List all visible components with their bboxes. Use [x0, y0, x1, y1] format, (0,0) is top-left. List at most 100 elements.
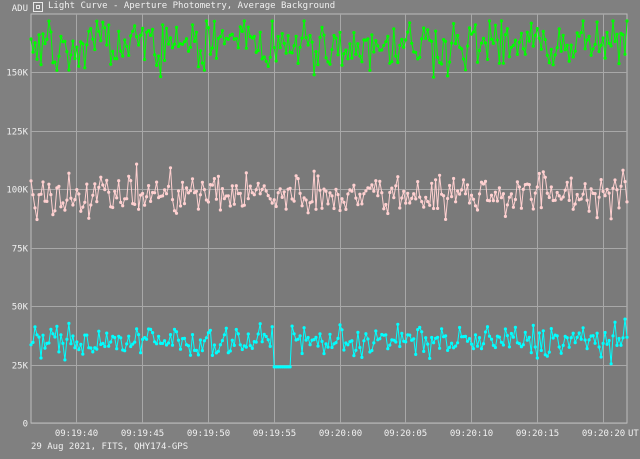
data-point	[304, 198, 308, 202]
data-point	[320, 339, 324, 343]
data-point	[278, 187, 282, 191]
data-point	[605, 342, 609, 346]
data-point	[467, 26, 472, 30]
data-point	[103, 344, 107, 349]
data-point	[410, 196, 414, 200]
data-point	[161, 194, 165, 198]
data-point	[497, 335, 501, 339]
data-point	[163, 339, 167, 343]
data-point	[314, 335, 318, 339]
data-point	[418, 325, 422, 329]
data-point	[527, 39, 531, 43]
data-point	[133, 340, 137, 344]
data-point	[202, 68, 206, 72]
data-point	[176, 44, 181, 49]
data-point	[376, 44, 380, 48]
data-point	[328, 332, 332, 336]
data-point	[358, 192, 362, 196]
data-point	[260, 340, 264, 344]
data-point	[105, 178, 109, 182]
data-point	[318, 188, 322, 192]
data-point	[615, 343, 619, 347]
title-bar[interactable]: Light Curve - Aperture Photometry, Avera…	[0, 0, 640, 14]
data-point	[105, 43, 109, 47]
data-point	[491, 199, 495, 203]
data-point	[471, 30, 476, 34]
light-curve-app-icon[interactable]	[33, 2, 43, 12]
data-point	[454, 344, 458, 348]
data-point	[481, 342, 486, 346]
data-point	[336, 193, 340, 197]
data-point	[159, 75, 163, 79]
data-point	[360, 355, 364, 359]
data-point	[400, 37, 404, 42]
data-point	[258, 322, 262, 326]
data-point	[613, 320, 617, 324]
data-point	[216, 349, 220, 353]
data-point	[372, 50, 376, 54]
data-point	[288, 186, 292, 190]
data-point	[292, 332, 296, 336]
data-point	[168, 333, 173, 337]
data-point	[314, 50, 318, 54]
data-point	[513, 325, 518, 329]
data-point	[603, 56, 607, 60]
data-point	[452, 176, 456, 181]
data-point	[250, 346, 254, 350]
data-point	[107, 190, 111, 194]
data-point	[264, 189, 268, 193]
data-point	[77, 192, 81, 196]
data-point	[340, 63, 344, 67]
data-point	[238, 191, 242, 195]
data-point	[127, 53, 131, 58]
data-point	[489, 337, 494, 341]
data-point	[143, 203, 147, 207]
x-tick-label: 09:19:40	[55, 429, 98, 439]
data-point	[485, 57, 490, 62]
data-point	[198, 193, 202, 197]
data-point	[170, 198, 175, 202]
data-point	[55, 68, 59, 72]
data-point	[107, 344, 111, 348]
data-point	[200, 349, 204, 353]
data-point	[611, 186, 615, 190]
data-point	[384, 202, 388, 207]
data-point	[517, 185, 522, 189]
data-point	[178, 347, 183, 351]
data-point	[438, 173, 442, 177]
data-point	[342, 348, 346, 352]
data-point	[499, 340, 503, 344]
data-point	[372, 189, 376, 193]
data-point	[372, 341, 376, 345]
data-point	[338, 208, 342, 213]
data-point	[519, 206, 524, 210]
data-point	[262, 332, 266, 336]
data-point	[483, 179, 488, 183]
data-point	[350, 339, 354, 343]
data-point	[507, 195, 511, 199]
data-point	[503, 33, 507, 37]
data-point	[378, 337, 382, 341]
data-point	[129, 179, 133, 183]
data-point	[553, 53, 557, 57]
data-point	[591, 334, 595, 338]
data-point	[593, 42, 597, 47]
data-point	[258, 30, 262, 34]
data-point	[37, 33, 41, 37]
data-point	[569, 43, 573, 47]
data-point	[567, 59, 571, 63]
data-point	[386, 211, 390, 216]
data-point	[444, 217, 448, 221]
data-point	[388, 190, 392, 195]
data-point	[469, 193, 474, 197]
data-point	[238, 343, 242, 347]
series-2	[29, 162, 629, 222]
data-point	[184, 37, 189, 41]
data-point	[264, 334, 268, 339]
data-point	[137, 207, 141, 211]
data-point	[477, 336, 482, 340]
data-point	[168, 166, 173, 170]
data-point	[404, 38, 408, 42]
data-point	[252, 193, 256, 197]
data-point	[266, 194, 270, 198]
